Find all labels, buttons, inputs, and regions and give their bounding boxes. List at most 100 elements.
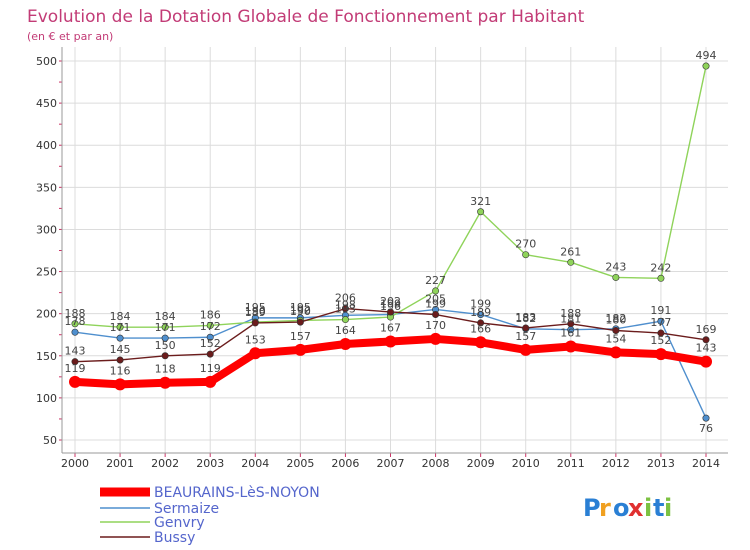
point-bussy-2013 bbox=[657, 329, 665, 337]
point-bussy-2003 bbox=[206, 350, 214, 358]
data-label-sermaize-2001: 171 bbox=[110, 321, 131, 334]
data-label-sermaize-2006: 198 bbox=[335, 298, 356, 311]
point-genvry-2003 bbox=[206, 321, 214, 329]
data-label-sermaize-2009: 199 bbox=[470, 298, 491, 311]
data-label-bussy-2003: 152 bbox=[200, 337, 221, 350]
point-genvry-2012 bbox=[612, 273, 620, 281]
x-tick-label-2009: 2009 bbox=[467, 457, 495, 470]
point-beaurains-l-s-noyon-2011 bbox=[564, 340, 577, 353]
series-lines bbox=[69, 62, 712, 422]
data-label-genvry-2004: 190 bbox=[245, 305, 266, 318]
legend-label-beaurains-l-s-noyon: BEAURAINS-LèS-NOYON bbox=[154, 485, 320, 501]
data-label-sermaize-2003: 172 bbox=[200, 320, 221, 333]
x-tick-label-2013: 2013 bbox=[647, 457, 675, 470]
point-beaurains-l-s-noyon-2009 bbox=[474, 336, 487, 349]
data-label-beaurains-l-s-noyon-2005: 157 bbox=[290, 330, 311, 343]
point-bussy-2014 bbox=[702, 336, 710, 344]
y-tick-label-350: 350 bbox=[36, 181, 57, 194]
point-beaurains-l-s-noyon-2012 bbox=[609, 346, 622, 359]
y-tick-label-450: 450 bbox=[36, 97, 57, 110]
data-label-sermaize-2014: 76 bbox=[699, 422, 713, 435]
point-sermaize-2002 bbox=[161, 334, 169, 342]
point-beaurains-l-s-noyon-2006 bbox=[339, 337, 352, 350]
data-label-sermaize-2008: 205 bbox=[425, 292, 446, 305]
point-bussy-2006 bbox=[341, 305, 349, 313]
x-tick-label-2000: 2000 bbox=[61, 457, 89, 470]
point-bussy-2007 bbox=[386, 308, 394, 316]
y-tick-label-250: 250 bbox=[36, 266, 57, 279]
point-beaurains-l-s-noyon-2014 bbox=[700, 355, 712, 368]
point-sermaize-2014 bbox=[702, 414, 710, 422]
data-label-genvry-2002: 184 bbox=[155, 310, 176, 323]
data-label-genvry-2014: 494 bbox=[696, 49, 717, 62]
data-label-sermaize-2005: 195 bbox=[290, 301, 311, 314]
data-label-genvry-2009: 321 bbox=[470, 195, 491, 208]
data-label-sermaize-2000: 178 bbox=[65, 315, 86, 328]
data-label-genvry-2003: 186 bbox=[200, 308, 221, 321]
data-label-beaurains-l-s-noyon-2009: 166 bbox=[470, 322, 491, 335]
x-tick-label-2002: 2002 bbox=[151, 457, 179, 470]
y-tick-label-300: 300 bbox=[36, 223, 57, 236]
data-label-bussy-2014: 169 bbox=[696, 323, 717, 336]
chart-subtitle: (en € et par an) bbox=[27, 30, 113, 43]
data-label-genvry-2000: 188 bbox=[65, 307, 86, 320]
legend-label-genvry: Genvry bbox=[154, 515, 205, 531]
data-label-beaurains-l-s-noyon-2000: 119 bbox=[65, 362, 86, 375]
x-tick-label-2006: 2006 bbox=[331, 457, 359, 470]
brand-letter: r bbox=[599, 494, 611, 522]
data-label-genvry-2005: 192 bbox=[290, 303, 311, 316]
y-tick-label-50: 50 bbox=[43, 434, 57, 447]
data-label-bussy-2006: 206 bbox=[335, 292, 356, 305]
y-tick-label-200: 200 bbox=[36, 308, 57, 321]
data-label-beaurains-l-s-noyon-2010: 157 bbox=[515, 330, 536, 343]
point-beaurains-l-s-noyon-2007 bbox=[384, 335, 397, 348]
data-label-bussy-2007: 202 bbox=[380, 295, 401, 308]
point-genvry-2009 bbox=[477, 208, 485, 216]
point-bussy-2008 bbox=[432, 311, 440, 319]
point-bussy-2002 bbox=[161, 352, 169, 360]
data-label-sermaize-2007: 199 bbox=[380, 298, 401, 311]
x-tick-label-2011: 2011 bbox=[557, 457, 585, 470]
legend-label-sermaize: Sermaize bbox=[154, 501, 219, 517]
legend-label-bussy: Bussy bbox=[154, 530, 195, 546]
data-label-beaurains-l-s-noyon-2011: 161 bbox=[560, 327, 581, 340]
point-sermaize-2013 bbox=[657, 317, 665, 325]
data-label-beaurains-l-s-noyon-2012: 154 bbox=[605, 332, 626, 345]
y-tick-label-400: 400 bbox=[36, 139, 57, 152]
point-bussy-2004 bbox=[251, 319, 259, 327]
data-label-beaurains-l-s-noyon-2001: 116 bbox=[110, 364, 131, 377]
x-tick-label-2001: 2001 bbox=[106, 457, 134, 470]
point-sermaize-2001 bbox=[116, 334, 124, 342]
point-genvry-2000 bbox=[71, 320, 79, 328]
data-label-beaurains-l-s-noyon-2014: 143 bbox=[696, 342, 717, 355]
data-label-beaurains-l-s-noyon-2013: 152 bbox=[650, 334, 671, 347]
point-beaurains-l-s-noyon-2004 bbox=[249, 347, 262, 360]
brand-logo: Pr ox i t i bbox=[583, 494, 672, 522]
point-genvry-2006 bbox=[341, 316, 349, 324]
point-genvry-2002 bbox=[161, 323, 169, 331]
point-genvry-2008 bbox=[432, 287, 440, 295]
point-beaurains-l-s-noyon-2003 bbox=[204, 375, 217, 388]
x-tick-label-2003: 2003 bbox=[196, 457, 224, 470]
point-bussy-2010 bbox=[522, 324, 530, 332]
point-beaurains-l-s-noyon-2013 bbox=[654, 348, 667, 361]
brand-letter: o bbox=[613, 494, 630, 522]
point-bussy-2012 bbox=[612, 327, 620, 335]
point-beaurains-l-s-noyon-2002 bbox=[159, 376, 172, 389]
point-beaurains-l-s-noyon-2010 bbox=[519, 343, 532, 356]
point-bussy-2005 bbox=[296, 318, 304, 326]
data-label-genvry-2013: 242 bbox=[650, 261, 671, 274]
point-bussy-2000 bbox=[71, 358, 79, 366]
data-labels: 1191781881431161711841451181711841501191… bbox=[65, 49, 717, 435]
point-sermaize-2000 bbox=[71, 328, 79, 336]
x-tick-label-2005: 2005 bbox=[286, 457, 314, 470]
data-label-bussy-2000: 143 bbox=[65, 345, 86, 358]
point-beaurains-l-s-noyon-2000 bbox=[69, 375, 81, 388]
data-label-bussy-2013: 177 bbox=[650, 316, 671, 329]
data-label-genvry-2006: 193 bbox=[335, 303, 356, 316]
point-bussy-2011 bbox=[567, 320, 575, 328]
